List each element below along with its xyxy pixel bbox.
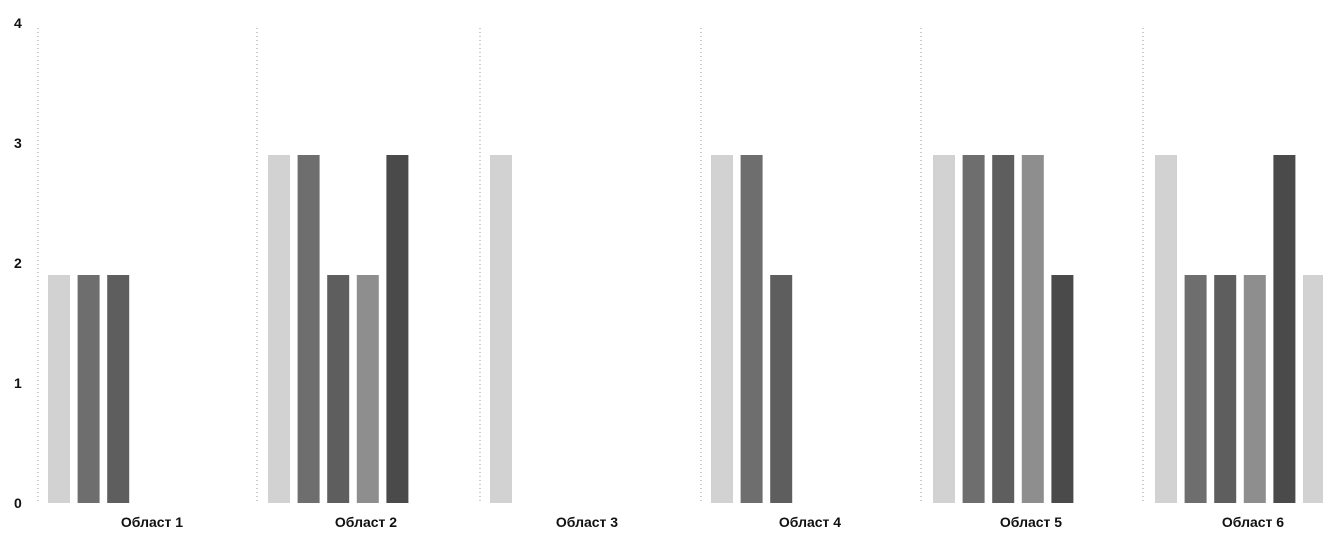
bar [1303, 275, 1323, 503]
bars [48, 155, 1323, 503]
category-label: Област 5 [1000, 514, 1062, 530]
bar-group [1155, 155, 1323, 503]
bar [1214, 275, 1237, 503]
category-label: Област 3 [556, 514, 618, 530]
bar [1184, 275, 1207, 503]
category-label: Област 1 [121, 514, 183, 530]
bar [1155, 155, 1177, 503]
bar [740, 155, 763, 503]
bar [107, 275, 130, 503]
bar [933, 155, 955, 503]
bar [327, 275, 350, 503]
bar [1051, 275, 1074, 503]
category-labels: Област 1 Област 2 Област 3 Област 4 Област 5… [121, 514, 1284, 530]
category-label: Област 2 [335, 514, 397, 530]
bar [1021, 155, 1044, 503]
bar [268, 155, 290, 503]
bar-group [711, 155, 793, 503]
bar [386, 155, 409, 503]
bar [770, 275, 793, 503]
y-tick-label: 2 [14, 255, 22, 271]
y-axis: 0 1 2 3 4 [14, 15, 22, 511]
y-tick-label: 4 [14, 15, 22, 31]
bar [48, 275, 70, 503]
bar [356, 275, 379, 503]
bar-group [933, 155, 1074, 503]
bar [992, 155, 1015, 503]
bar [1243, 275, 1266, 503]
y-tick-label: 3 [14, 135, 22, 151]
bar [77, 275, 100, 503]
bar-group [268, 155, 409, 503]
bar [711, 155, 733, 503]
category-label: Област 6 [1222, 514, 1284, 530]
bar [297, 155, 320, 503]
bar-group [48, 275, 130, 503]
bar [962, 155, 985, 503]
bar [1273, 155, 1296, 503]
category-label: Област 4 [779, 514, 841, 530]
bar-group [490, 155, 512, 503]
y-tick-label: 0 [14, 495, 22, 511]
bar [490, 155, 512, 503]
y-tick-label: 1 [14, 375, 22, 391]
